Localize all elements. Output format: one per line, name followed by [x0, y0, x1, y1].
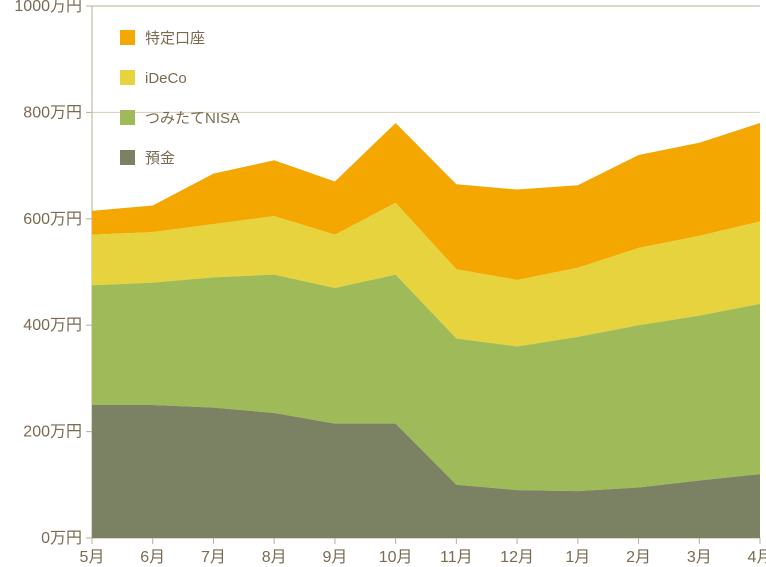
x-axis-label: 3月 [687, 549, 712, 566]
legend-swatch [120, 110, 135, 125]
x-axis-label: 6月 [140, 549, 165, 566]
legend-swatch [120, 150, 135, 165]
y-axis-label: 1000万円 [14, 0, 82, 15]
x-axis-label: 4月 [748, 549, 766, 566]
legend-label: 預金 [145, 150, 175, 167]
stacked-area-chart: 0万円 200万円 400万円 600万円 800万円 1000万円 5月 6月 7月 8月 9月 1… [0, 0, 766, 567]
x-axis-label: 8月 [262, 549, 287, 566]
x-axis-label: 1月 [565, 549, 590, 566]
legend-swatch [120, 70, 135, 85]
legend-swatch [120, 30, 135, 45]
y-axis-label: 0万円 [41, 530, 82, 547]
legend-label: つみたてNISA [145, 110, 240, 127]
x-axis-label: 5月 [80, 549, 105, 566]
x-axis-label: 7月 [201, 549, 226, 566]
y-axis-label: 600万円 [23, 211, 82, 228]
x-axis-label: 10月 [379, 549, 413, 566]
x-axis-label: 9月 [322, 549, 347, 566]
x-axis-label: 11月 [440, 549, 473, 566]
y-axis-label: 200万円 [23, 424, 82, 441]
y-axis-label: 400万円 [23, 317, 82, 334]
legend-label: iDeCo [145, 70, 187, 87]
legend-label: 特定口座 [145, 30, 205, 47]
x-axis-label: 2月 [626, 549, 651, 566]
x-axis-label: 12月 [500, 549, 534, 566]
y-axis-label: 800万円 [23, 104, 82, 121]
